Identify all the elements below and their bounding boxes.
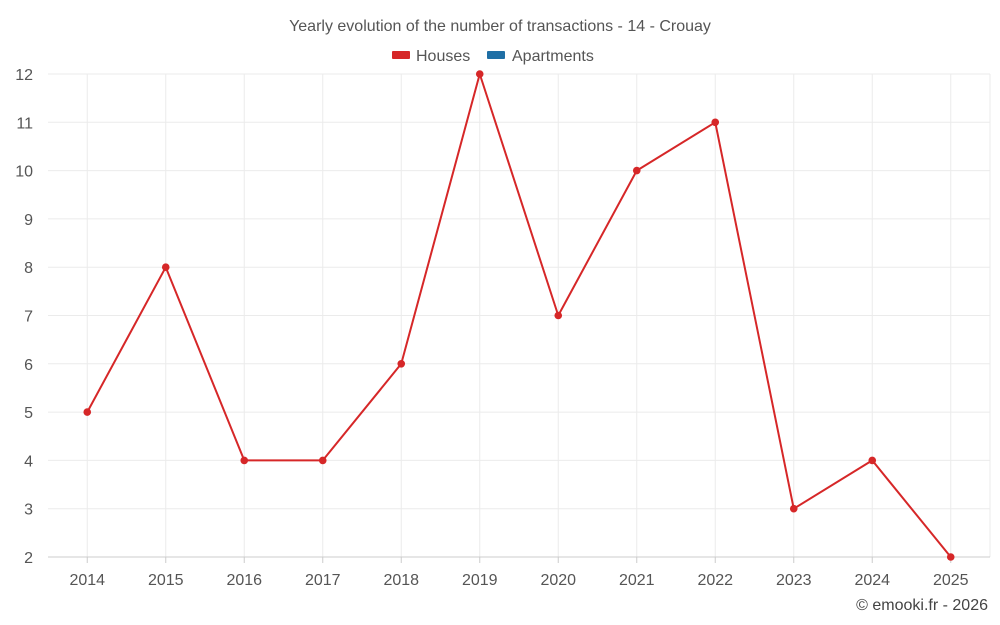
y-tick-label: 12 xyxy=(15,67,33,84)
data-point-houses[interactable] xyxy=(868,456,877,465)
data-point-houses[interactable] xyxy=(475,70,484,78)
y-tick-label: 4 xyxy=(24,453,33,470)
x-tick-label: 2018 xyxy=(383,572,419,589)
data-point-houses[interactable] xyxy=(632,166,641,175)
x-tick-label: 2021 xyxy=(619,572,655,589)
x-tick-label: 2024 xyxy=(854,572,890,589)
x-tick-label: 2020 xyxy=(540,572,576,589)
legend-swatch-apartments xyxy=(487,51,505,59)
legend-label-apartments: Apartments xyxy=(512,48,594,65)
x-tick-label: 2019 xyxy=(462,572,498,589)
series-line-houses xyxy=(86,73,952,558)
credit-text: © emooki.fr - 2026 xyxy=(856,597,988,614)
x-tick-label: 2023 xyxy=(776,572,812,589)
legend-label-houses: Houses xyxy=(416,48,470,65)
y-axis-ticks: 2 3 4 5 6 7 8 9 10 11 12 xyxy=(15,67,33,567)
y-tick-label: 5 xyxy=(24,405,33,422)
x-tick-label: 2017 xyxy=(305,572,341,589)
grid xyxy=(48,73,991,557)
data-point-houses[interactable] xyxy=(161,263,170,272)
x-tick-label: 2025 xyxy=(933,572,969,589)
data-point-houses[interactable] xyxy=(711,118,720,127)
x-tick-label: 2015 xyxy=(148,572,184,589)
axes xyxy=(48,556,990,563)
legend-item-houses[interactable]: Houses xyxy=(392,48,470,65)
data-point-houses[interactable] xyxy=(554,311,563,320)
y-tick-label: 7 xyxy=(24,309,33,326)
x-tick-label: 2016 xyxy=(226,572,262,589)
y-tick-label: 8 xyxy=(24,260,33,277)
x-tick-label: 2022 xyxy=(697,572,733,589)
y-tick-label: 3 xyxy=(24,502,33,519)
y-tick-label: 10 xyxy=(15,164,33,181)
y-tick-label: 9 xyxy=(24,212,33,229)
y-tick-label: 6 xyxy=(24,357,33,374)
series xyxy=(83,70,955,561)
y-tick-label: 11 xyxy=(16,115,33,132)
legend-swatch-houses xyxy=(392,51,410,59)
legend-item-apartments[interactable]: Apartments xyxy=(487,48,594,65)
y-tick-label: 2 xyxy=(24,550,33,567)
x-axis-ticks: 2014 2015 2016 2017 2018 2019 2020 2021 2022 2023… xyxy=(69,572,968,589)
data-point-houses[interactable] xyxy=(946,553,955,561)
data-point-houses[interactable] xyxy=(789,504,798,513)
data-point-houses[interactable] xyxy=(240,456,249,465)
chart-title: Yearly evolution of the number of transa… xyxy=(289,18,711,35)
data-point-houses[interactable] xyxy=(397,360,406,368)
data-point-houses[interactable] xyxy=(318,456,327,465)
x-tick-label: 2014 xyxy=(69,572,105,589)
legend: Houses Apartments xyxy=(392,48,594,65)
data-point-houses[interactable] xyxy=(83,408,92,416)
